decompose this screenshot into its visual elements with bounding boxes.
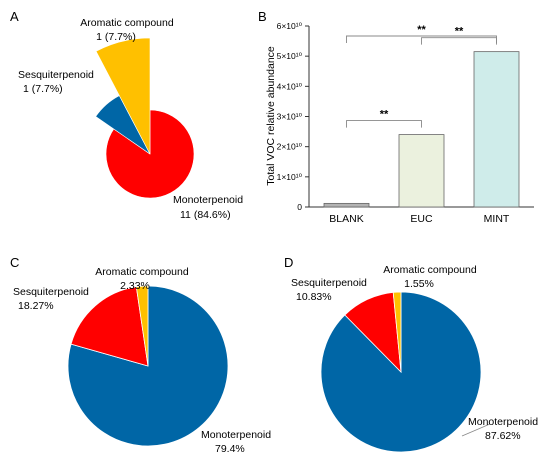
pie-d-label-monoterpenoid-value: 87.62% xyxy=(485,430,521,442)
pie-c-label-sesquiterpenoid-name: Sesquiterpenoid xyxy=(13,286,89,298)
panel-d-letter: D xyxy=(284,255,293,270)
bar-b-ytick-label: 3×10¹⁰ xyxy=(277,112,303,122)
pie-d-label-aromatic-value: 1.55% xyxy=(404,278,434,290)
pie-a-slice-monoterpenoid xyxy=(105,109,195,199)
pie-d-label-sesquiterpenoid-value: 10.83% xyxy=(296,291,332,303)
panel-a-pie xyxy=(95,37,195,199)
panel-d-pie xyxy=(320,291,482,453)
bar-b-ytick-label: 2×10¹⁰ xyxy=(277,142,303,152)
pie-c-slice-sesquiterpenoid xyxy=(70,286,149,367)
bar-b-sig-bracket-euc-mint xyxy=(421,37,497,45)
bar-b-ylabel: Total VOC relative abundance xyxy=(265,46,277,186)
pie-a-label-aromatic-name: Aromatic compound xyxy=(80,17,174,29)
pie-a-label-sesquiterpenoid-name: Sesquiterpenoid xyxy=(18,69,94,81)
pie-c-label-monoterpenoid-name: Monoterpenoid xyxy=(201,429,271,441)
panel-c-pie xyxy=(67,285,229,447)
bar-b-category-mint: MINT xyxy=(484,213,510,225)
bar-b-category-euc: EUC xyxy=(410,213,433,225)
pie-a-label-monoterpenoid-name: Monoterpenoid xyxy=(173,194,243,206)
pie-a-label-sesquiterpenoid-value: 1 (7.7%) xyxy=(23,83,63,95)
pie-a-label-aromatic-value: 1 (7.7%) xyxy=(96,31,136,43)
pie-d-label-monoterpenoid-name: Monoterpenoid xyxy=(468,416,538,428)
panel-b-letter: B xyxy=(258,9,267,24)
bar-b-ytick-label: 6×10¹⁰ xyxy=(277,21,303,31)
pie-d-label-sesquiterpenoid-name: Sesquiterpenoid xyxy=(291,277,367,289)
bar-b-ytick-label: 5×10¹⁰ xyxy=(277,51,303,61)
bar-chart-b: Total VOC relative abundance 0 1×10¹⁰ 2×… xyxy=(265,21,534,225)
pie-d-label-aromatic-name: Aromatic compound xyxy=(383,264,477,276)
pie-c-label-sesquiterpenoid-value: 18.27% xyxy=(18,300,54,312)
pie-c-label-aromatic-name: Aromatic compound xyxy=(95,266,189,278)
pie-c-label-aromatic-value: 2.33% xyxy=(120,280,150,292)
bar-b-bar-blank xyxy=(323,202,370,208)
pie-a-slice-aromatic xyxy=(95,37,151,155)
bar-b-sig-label-blank-euc: ** xyxy=(380,109,389,121)
bar-b-sig-bracket-blank-euc xyxy=(346,120,422,128)
pie-a-label-monoterpenoid-value: 11 (84.6%) xyxy=(180,209,231,221)
bar-b-bar-euc xyxy=(398,134,445,208)
bar-b-bar-mint xyxy=(473,51,520,208)
bar-b-sig-label-euc-mint: ** xyxy=(455,26,464,38)
bar-b-yticks: 0 1×10¹⁰ 2×10¹⁰ 3×10¹⁰ 4×10¹⁰ 5×10¹⁰ 6×1… xyxy=(277,21,309,212)
bar-b-ytick-label: 0 xyxy=(297,202,302,212)
bar-b-ytick-label: 1×10¹⁰ xyxy=(277,172,303,182)
pie-c-label-monoterpenoid-value: 79.4% xyxy=(215,443,245,455)
bar-b-ytick-label: 4×10¹⁰ xyxy=(277,81,303,91)
panel-a-letter: A xyxy=(10,9,19,24)
pie-d-slice-aromatic xyxy=(392,291,402,373)
bar-b-sig-bracket-blank-mint xyxy=(346,35,497,43)
panel-c-letter: C xyxy=(10,255,19,270)
pie-d-leader-line xyxy=(461,423,491,437)
bar-b-sig-label-blank-mint: ** xyxy=(417,24,426,36)
bar-b-category-blank: BLANK xyxy=(329,213,363,225)
pie-c-slice-aromatic xyxy=(135,285,149,367)
